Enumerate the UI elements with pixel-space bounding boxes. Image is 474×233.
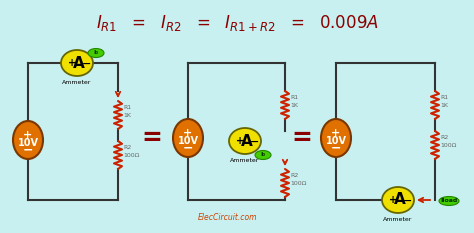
Ellipse shape [173,119,203,157]
Text: ElecCircuit.com: ElecCircuit.com [198,213,258,223]
Text: =: = [142,126,163,150]
Ellipse shape [13,121,43,159]
Text: 10V: 10V [326,136,346,146]
Text: 1K: 1K [440,103,448,108]
Ellipse shape [61,50,93,76]
Text: A: A [241,134,253,148]
Text: R1: R1 [123,105,131,110]
Text: R2: R2 [440,135,448,140]
Text: 1K: 1K [123,113,131,118]
Ellipse shape [255,151,271,160]
Ellipse shape [229,128,261,154]
Ellipse shape [88,48,104,58]
Text: −: − [183,141,193,154]
Text: I₀: I₀ [93,51,99,55]
Text: +: + [68,58,76,68]
Text: 100Ω: 100Ω [440,143,456,148]
Text: 100Ω: 100Ω [290,181,306,186]
Ellipse shape [382,187,414,213]
Text: +: + [236,136,244,146]
Text: R2: R2 [290,173,298,178]
Text: −: − [82,59,91,69]
Text: +: + [389,195,397,205]
Text: −: − [331,141,341,154]
Text: 100Ω: 100Ω [123,153,139,158]
Text: 10V: 10V [18,138,38,148]
Text: I₀: I₀ [260,153,265,158]
Text: R2: R2 [123,145,131,150]
Text: +: + [23,130,33,140]
Text: −: − [250,137,260,147]
Text: +: + [183,128,192,138]
Text: $I_{R1}$  $=$  $I_{R2}$  $=$  $I_{R1+R2}$  $=$  $0.009A$: $I_{R1}$ $=$ $I_{R2}$ $=$ $I_{R1+R2}$ $=… [96,13,378,33]
Ellipse shape [321,119,351,157]
Text: Ammeter: Ammeter [230,158,260,163]
Text: R1: R1 [440,95,448,100]
Text: 10V: 10V [177,136,199,146]
Text: =: = [292,126,312,150]
Text: Iload: Iload [440,199,457,203]
Text: −: − [23,144,33,157]
Ellipse shape [439,196,459,206]
Text: A: A [394,192,406,208]
Text: R1: R1 [290,95,298,100]
Text: A: A [73,55,85,71]
Text: +: + [331,128,341,138]
Text: Ammeter: Ammeter [383,217,413,222]
Text: −: − [403,196,413,206]
Text: 1K: 1K [290,103,298,108]
Text: Ammeter: Ammeter [62,80,91,85]
